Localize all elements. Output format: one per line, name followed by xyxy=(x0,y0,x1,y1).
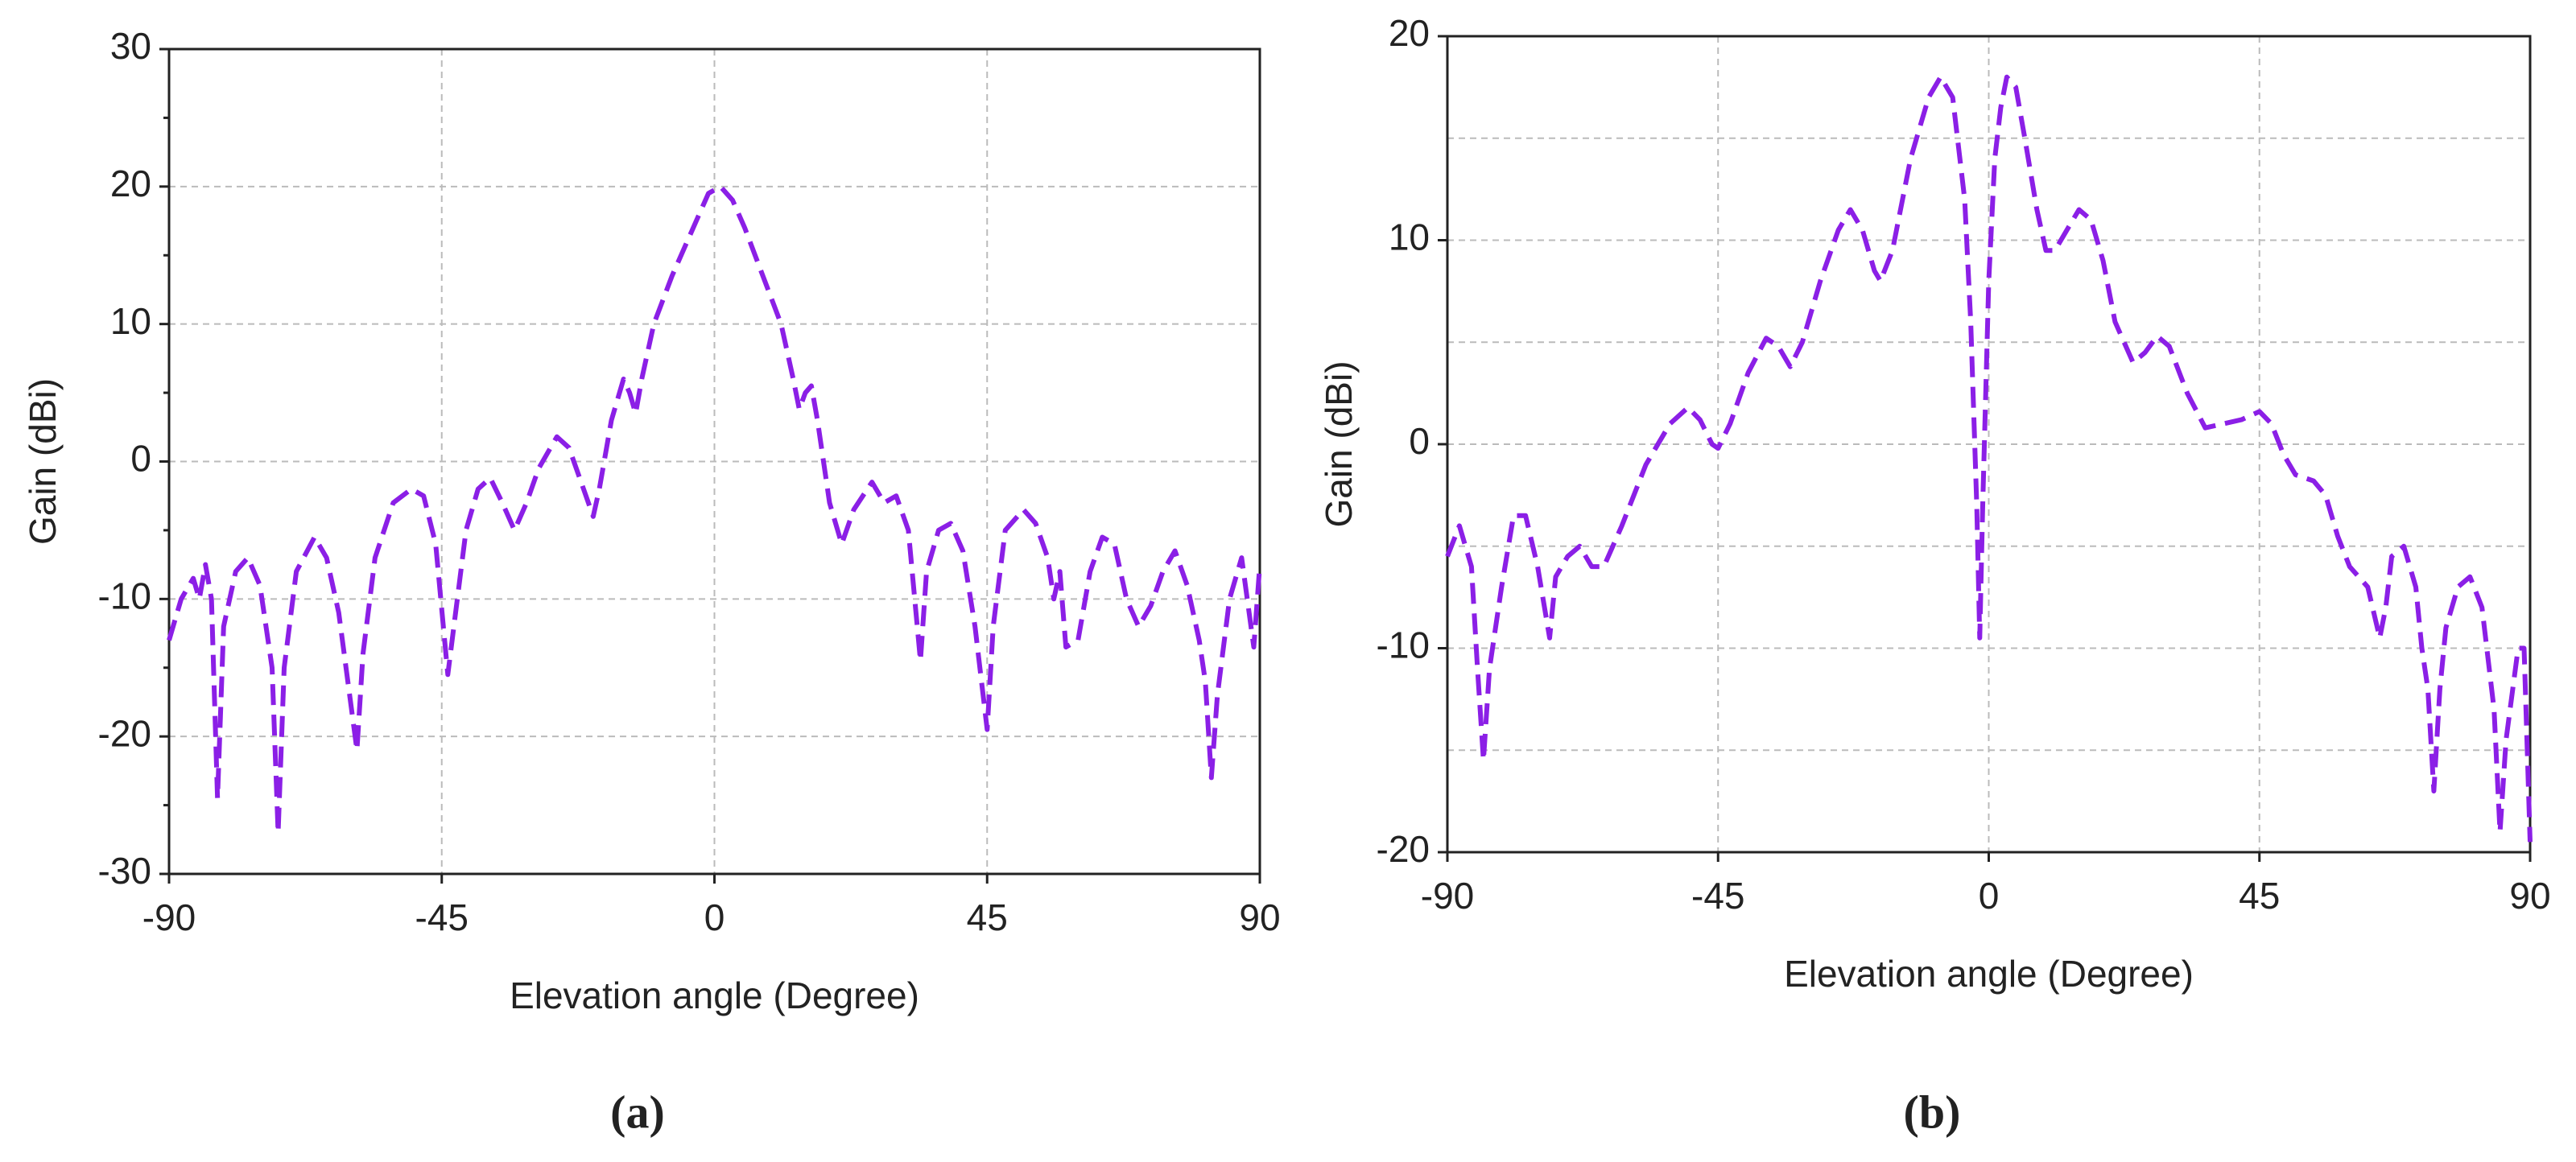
x-tick-label: 45 xyxy=(967,896,1008,938)
y-tick-label: 20 xyxy=(1389,12,1430,54)
x-tick-label: -45 xyxy=(415,896,469,938)
y-tick-label: 0 xyxy=(130,438,151,480)
x-axis-label: Elevation angle (Degree) xyxy=(1784,953,2194,995)
y-tick-label: 30 xyxy=(110,25,151,67)
y-axis-label: Gain (dBi) xyxy=(22,378,64,545)
gain-curve xyxy=(167,183,1262,835)
x-tick-label: -90 xyxy=(1421,875,1474,917)
x-tick-label: 45 xyxy=(2239,875,2280,917)
x-tick-label: 90 xyxy=(1239,896,1280,938)
y-tick-label: 10 xyxy=(110,300,151,342)
y-tick-label: 20 xyxy=(110,163,151,204)
panel-caption: (a) xyxy=(610,1086,665,1138)
x-tick-label: 0 xyxy=(1979,875,2000,917)
y-tick-label: -10 xyxy=(1377,624,1430,666)
y-tick-label: -30 xyxy=(98,850,151,892)
y-axis-label: Gain (dBi) xyxy=(1318,361,1360,527)
y-tick-label: -10 xyxy=(98,575,151,616)
x-axis-label: Elevation angle (Degree) xyxy=(510,975,919,1016)
x-tick-label: -90 xyxy=(142,896,196,938)
panel-caption: (b) xyxy=(1904,1086,1961,1138)
x-tick-label: -45 xyxy=(1691,875,1744,917)
gain-curve xyxy=(1445,74,2533,843)
y-tick-label: 10 xyxy=(1389,216,1430,258)
plot-frame xyxy=(1446,35,2532,854)
y-tick-label: -20 xyxy=(98,712,151,754)
plot-frame xyxy=(167,47,1261,876)
y-tick-label: -20 xyxy=(1377,828,1430,870)
x-tick-label: 0 xyxy=(704,896,725,938)
x-tick-label: 90 xyxy=(2509,875,2550,917)
y-tick-label: 0 xyxy=(1409,420,1430,462)
